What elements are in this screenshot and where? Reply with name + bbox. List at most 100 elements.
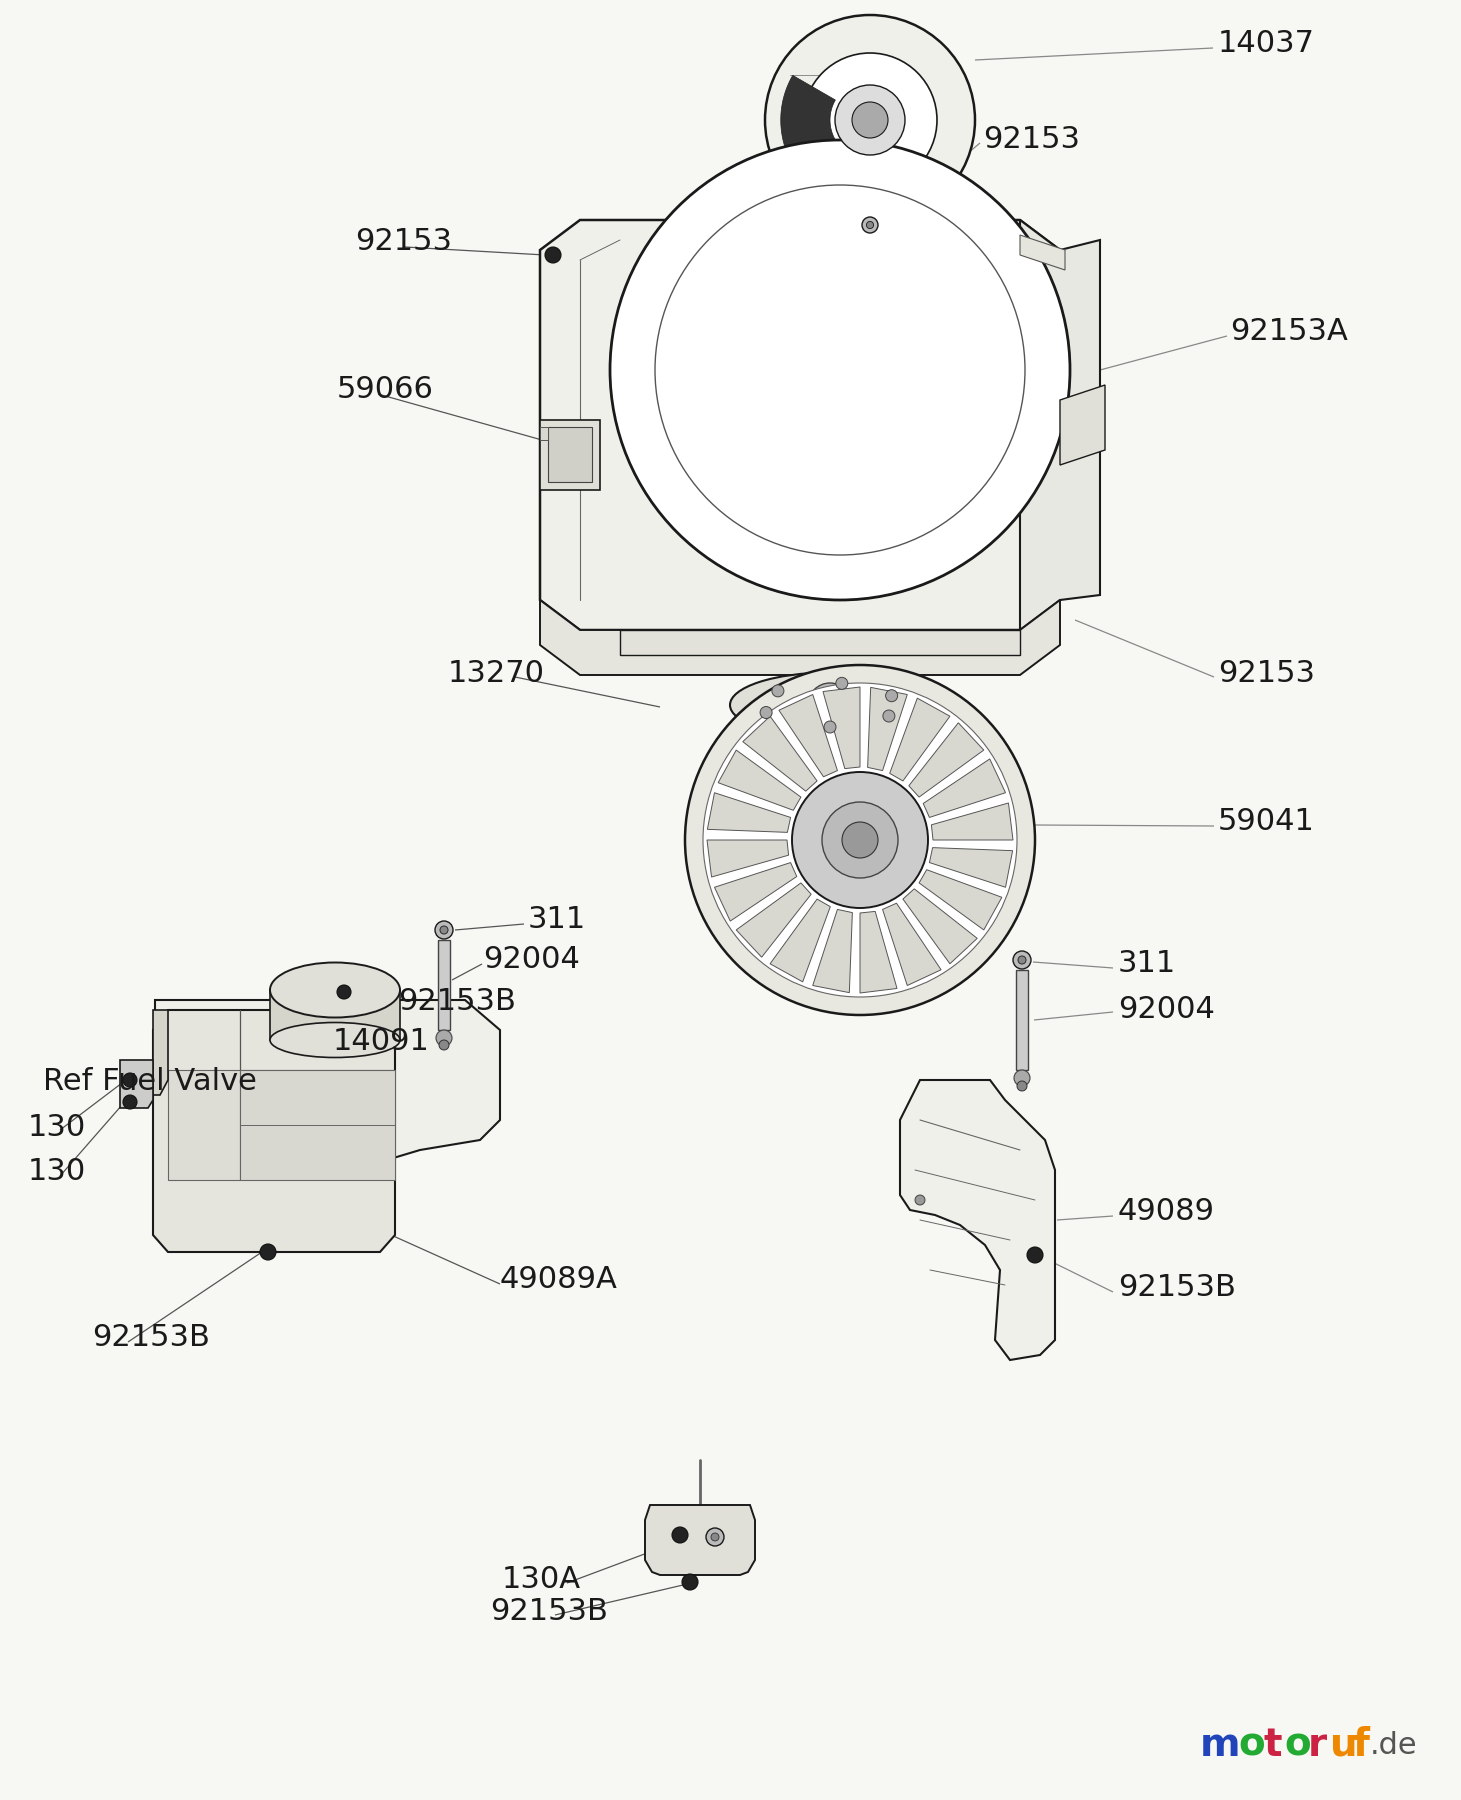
Circle shape: [882, 709, 896, 722]
Ellipse shape: [270, 1022, 400, 1058]
Circle shape: [1014, 1069, 1030, 1085]
Circle shape: [1012, 950, 1031, 968]
Circle shape: [337, 985, 351, 999]
Polygon shape: [270, 990, 400, 1040]
Circle shape: [123, 1094, 137, 1109]
Circle shape: [792, 772, 928, 907]
Text: .de: .de: [1370, 1730, 1417, 1760]
Text: 92153: 92153: [1218, 659, 1315, 688]
Polygon shape: [541, 427, 548, 439]
Polygon shape: [1061, 385, 1105, 464]
Text: 311: 311: [1118, 950, 1176, 979]
Circle shape: [804, 52, 937, 187]
Text: r: r: [1308, 1726, 1327, 1764]
Circle shape: [655, 185, 1026, 554]
Circle shape: [766, 14, 974, 225]
Polygon shape: [882, 904, 941, 986]
Text: 130A: 130A: [503, 1566, 581, 1595]
Polygon shape: [903, 889, 977, 963]
Polygon shape: [541, 419, 600, 490]
Polygon shape: [890, 698, 950, 781]
Polygon shape: [541, 220, 1061, 630]
Polygon shape: [548, 427, 592, 482]
Text: 13270: 13270: [449, 659, 545, 688]
Circle shape: [123, 1073, 137, 1087]
Text: 92153B: 92153B: [92, 1323, 210, 1352]
Circle shape: [712, 1534, 719, 1541]
Polygon shape: [868, 688, 907, 770]
Polygon shape: [1015, 970, 1029, 1069]
Polygon shape: [1020, 220, 1100, 630]
Polygon shape: [707, 792, 790, 832]
Circle shape: [672, 1526, 688, 1543]
Polygon shape: [923, 760, 1005, 817]
Text: 14091: 14091: [333, 1028, 430, 1057]
Circle shape: [862, 218, 878, 232]
Polygon shape: [619, 630, 1020, 655]
Text: 59041: 59041: [1218, 808, 1315, 837]
Polygon shape: [155, 1001, 500, 1165]
Polygon shape: [153, 1010, 168, 1094]
Text: 92153B: 92153B: [489, 1598, 608, 1627]
Circle shape: [823, 803, 899, 878]
Circle shape: [440, 925, 449, 934]
Circle shape: [824, 722, 836, 733]
Polygon shape: [770, 898, 830, 981]
Circle shape: [438, 1040, 449, 1049]
Circle shape: [435, 1030, 451, 1046]
Text: o: o: [1237, 1726, 1265, 1764]
Circle shape: [885, 689, 897, 702]
Circle shape: [703, 682, 1017, 997]
Circle shape: [435, 922, 453, 940]
Circle shape: [866, 221, 874, 229]
Text: 92153B: 92153B: [397, 988, 516, 1017]
Polygon shape: [861, 911, 897, 994]
Polygon shape: [932, 803, 1012, 841]
Circle shape: [1027, 1247, 1043, 1264]
Polygon shape: [541, 599, 1061, 675]
Polygon shape: [742, 716, 817, 792]
Circle shape: [771, 684, 785, 697]
Text: 130: 130: [28, 1157, 86, 1186]
Polygon shape: [714, 862, 796, 922]
Polygon shape: [736, 884, 811, 958]
Circle shape: [808, 682, 852, 727]
Text: u: u: [1330, 1726, 1357, 1764]
Circle shape: [836, 677, 847, 689]
Circle shape: [706, 1528, 725, 1546]
Text: 92004: 92004: [1118, 994, 1216, 1024]
Circle shape: [685, 664, 1034, 1015]
Text: 130: 130: [28, 1114, 86, 1143]
Polygon shape: [438, 940, 450, 1030]
Polygon shape: [1020, 236, 1065, 270]
Polygon shape: [120, 1060, 153, 1109]
Polygon shape: [168, 1069, 240, 1181]
Circle shape: [260, 1244, 276, 1260]
Text: 92153: 92153: [983, 126, 1080, 155]
Circle shape: [611, 140, 1069, 599]
Circle shape: [682, 1573, 698, 1589]
Text: 92153A: 92153A: [1230, 317, 1349, 346]
Text: 92004: 92004: [484, 945, 580, 974]
Text: t: t: [1262, 1726, 1281, 1764]
Circle shape: [1018, 956, 1026, 965]
Polygon shape: [719, 751, 801, 810]
Text: m: m: [1199, 1726, 1240, 1764]
Circle shape: [760, 707, 771, 718]
Ellipse shape: [270, 963, 400, 1017]
Circle shape: [915, 1195, 925, 1204]
Polygon shape: [919, 869, 1002, 931]
Polygon shape: [240, 1069, 394, 1181]
Text: 49089A: 49089A: [500, 1265, 618, 1294]
Text: Ref Fuel Valve: Ref Fuel Valve: [42, 1067, 257, 1096]
Circle shape: [1017, 1082, 1027, 1091]
Circle shape: [842, 823, 878, 859]
Text: 92153B: 92153B: [1118, 1274, 1236, 1303]
Polygon shape: [812, 909, 852, 992]
Polygon shape: [707, 841, 789, 877]
Circle shape: [545, 247, 561, 263]
Text: 49089: 49089: [1118, 1197, 1216, 1226]
Polygon shape: [780, 76, 900, 209]
Text: o: o: [1284, 1726, 1311, 1764]
Polygon shape: [929, 848, 1012, 887]
